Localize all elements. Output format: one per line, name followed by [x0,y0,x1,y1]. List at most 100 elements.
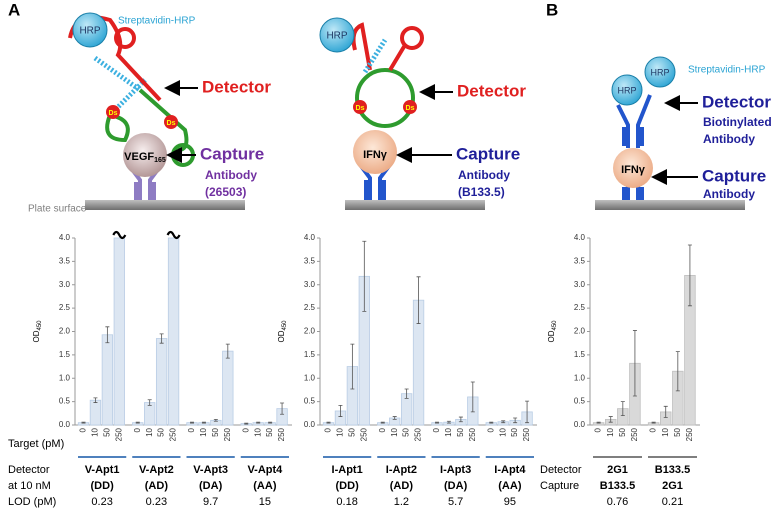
group-sub: (AA) [498,480,522,492]
error-bar [525,400,530,424]
y-tick-label: 3.5 [59,256,71,265]
break-mark [112,230,127,240]
group-sub: (AA) [253,480,277,492]
panel-label: A [8,0,20,19]
error-bar [105,326,110,344]
x-tick-label: 250 [359,427,368,441]
row-label: Detector [540,464,582,476]
x-tick-label: 250 [277,427,286,441]
target-label: IFNγ [621,164,646,176]
y-tick-label: 1.5 [59,350,71,359]
x-tick-label: 10 [390,427,399,436]
ds-label: Ds [109,110,118,117]
x-tick-label: 0 [79,427,88,432]
group-sub: 2G1 [662,480,683,492]
x-tick-label: 10 [498,427,507,436]
error-bar [280,402,285,415]
capture-label: Capture [702,166,766,185]
error-bar [392,416,397,420]
group-name: I-Apt4 [494,464,526,476]
y-tick-label: 1.5 [574,350,586,359]
y-tick-label: 0.0 [59,420,71,429]
hrp-label: HRP [650,67,669,77]
y-tick-label: 0.0 [574,420,586,429]
group-name: V-Apt2 [139,464,174,476]
error-bar [268,421,273,424]
row-label: Detector [8,464,50,476]
x-tick-label: 250 [685,427,694,441]
x-tick-label: 50 [510,427,519,436]
error-bar [470,381,475,413]
group-name: I-Apt3 [440,464,471,476]
x-tick-label: 50 [157,427,166,436]
plate-label: Plate surface [28,204,87,215]
y-tick-label: 2.0 [59,327,71,336]
error-bar [620,401,625,417]
x-tick-label: 50 [102,427,111,436]
capture-line: (26503) [205,185,246,199]
y-tick-label: 1.0 [59,373,71,382]
error-bar [663,405,668,418]
detector-line: Biotinylated [703,115,772,129]
error-bar [213,418,218,422]
bar [155,338,168,426]
y-tick-label: 4.0 [59,233,71,242]
group-name: V-Apt1 [85,464,120,476]
lod-value: 0.23 [146,496,167,508]
y-axis-label-main: OD [32,330,41,342]
lod-value: 0.18 [336,496,357,508]
plate [85,200,245,210]
error-bar [632,330,637,397]
y-tick-label: 4.0 [304,233,316,242]
group-name: B133.5 [655,464,690,476]
group-sub: (DA) [444,480,468,492]
error-bar [435,421,440,424]
bar [101,334,114,426]
error-bar [416,276,421,324]
y-tick-label: 3.5 [574,256,586,265]
x-tick-label: 0 [378,427,387,432]
streptavidin-label: Streptavidin-HRP [688,65,766,76]
y-tick-label: 0.5 [59,397,71,406]
x-axis-title: Target (pM) [8,438,64,450]
row-label: Capture [540,480,579,492]
group-name: 2G1 [607,464,628,476]
y-axis-label: OD450 [32,320,42,343]
capture-line: Antibody [458,168,510,182]
ds-label: Ds [406,105,415,112]
x-tick-label: 0 [594,427,603,432]
group-sub: B133.5 [600,480,635,492]
x-tick-label: 50 [673,427,682,436]
lod-value: 0.21 [662,496,683,508]
capture-line: Antibody [703,187,755,201]
x-tick-label: 10 [336,427,345,436]
y-tick-label: 1.5 [304,350,316,359]
capture-label: Capture [456,144,520,163]
capture-line: Antibody [205,168,257,182]
y-tick-label: 3.5 [304,256,316,265]
panel-label: B [546,0,558,19]
row-label: LOD (pM) [8,496,56,508]
error-bar [147,399,152,406]
capture-line: (B133.5) [458,185,505,199]
detector-label: Detector [457,81,526,100]
y-tick-label: 2.5 [574,303,586,312]
error-bar [608,416,613,423]
group-name: I-Apt1 [332,464,363,476]
error-bar [651,421,656,424]
hrp-label: HRP [617,85,636,95]
error-bar [513,417,518,424]
y-tick-label: 3.0 [304,280,316,289]
x-tick-label: 10 [91,427,100,436]
y-tick-label: 2.5 [59,303,71,312]
hrp-label: HRP [79,26,100,37]
y-axis-label-main: OD [547,330,556,342]
y-tick-label: 1.0 [574,373,586,382]
x-tick-label: 50 [618,427,627,436]
error-bar [675,351,680,392]
lod-value: 5.7 [448,496,463,508]
x-tick-label: 0 [432,427,441,432]
y-tick-label: 3.0 [59,280,71,289]
target-label: VEGF165 [124,151,166,164]
